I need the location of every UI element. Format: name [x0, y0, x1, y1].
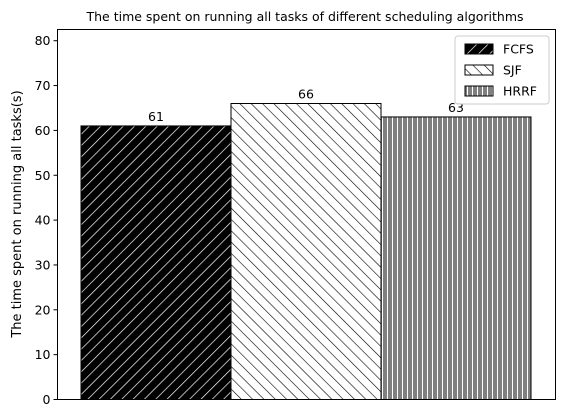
- y-tick-label: 30: [35, 257, 51, 272]
- bar-hrrf: [380, 116, 532, 400]
- bar-value-label-fcfs: 61: [148, 109, 164, 124]
- chart-title: The time spent on running all tasks of d…: [85, 9, 523, 24]
- y-axis-label: The time spent on running all tasks(s): [10, 90, 25, 338]
- legend-label-hrrf: HRRF: [503, 84, 537, 99]
- y-tick-label: 70: [35, 78, 51, 93]
- y-tick-label: 0: [43, 392, 51, 407]
- legend-swatch-hrrf: [464, 85, 494, 97]
- bar-sjf: [230, 103, 382, 400]
- y-tick-label: 50: [35, 168, 51, 183]
- y-tick-label: 80: [35, 33, 51, 48]
- bar-fcfs: [80, 125, 232, 400]
- y-tick-label: 20: [35, 302, 51, 317]
- bar-value-label-sjf: 66: [298, 87, 314, 102]
- y-tick-label: 60: [35, 123, 51, 138]
- plot-frame: [57, 29, 556, 400]
- legend-label-sjf: SJF: [503, 63, 522, 78]
- legend: FCFS SJF HRRF: [454, 35, 550, 105]
- legend-swatch-sjf: [464, 64, 494, 76]
- y-tick-label: 40: [35, 213, 51, 228]
- legend-swatch-fcfs: [464, 43, 494, 55]
- y-tick-label: 10: [35, 347, 51, 362]
- y-axis-ticks: 0 10 20 30 40 50 60 70 80: [35, 33, 58, 407]
- bars-group: [80, 103, 532, 400]
- legend-label-fcfs: FCFS: [503, 42, 534, 57]
